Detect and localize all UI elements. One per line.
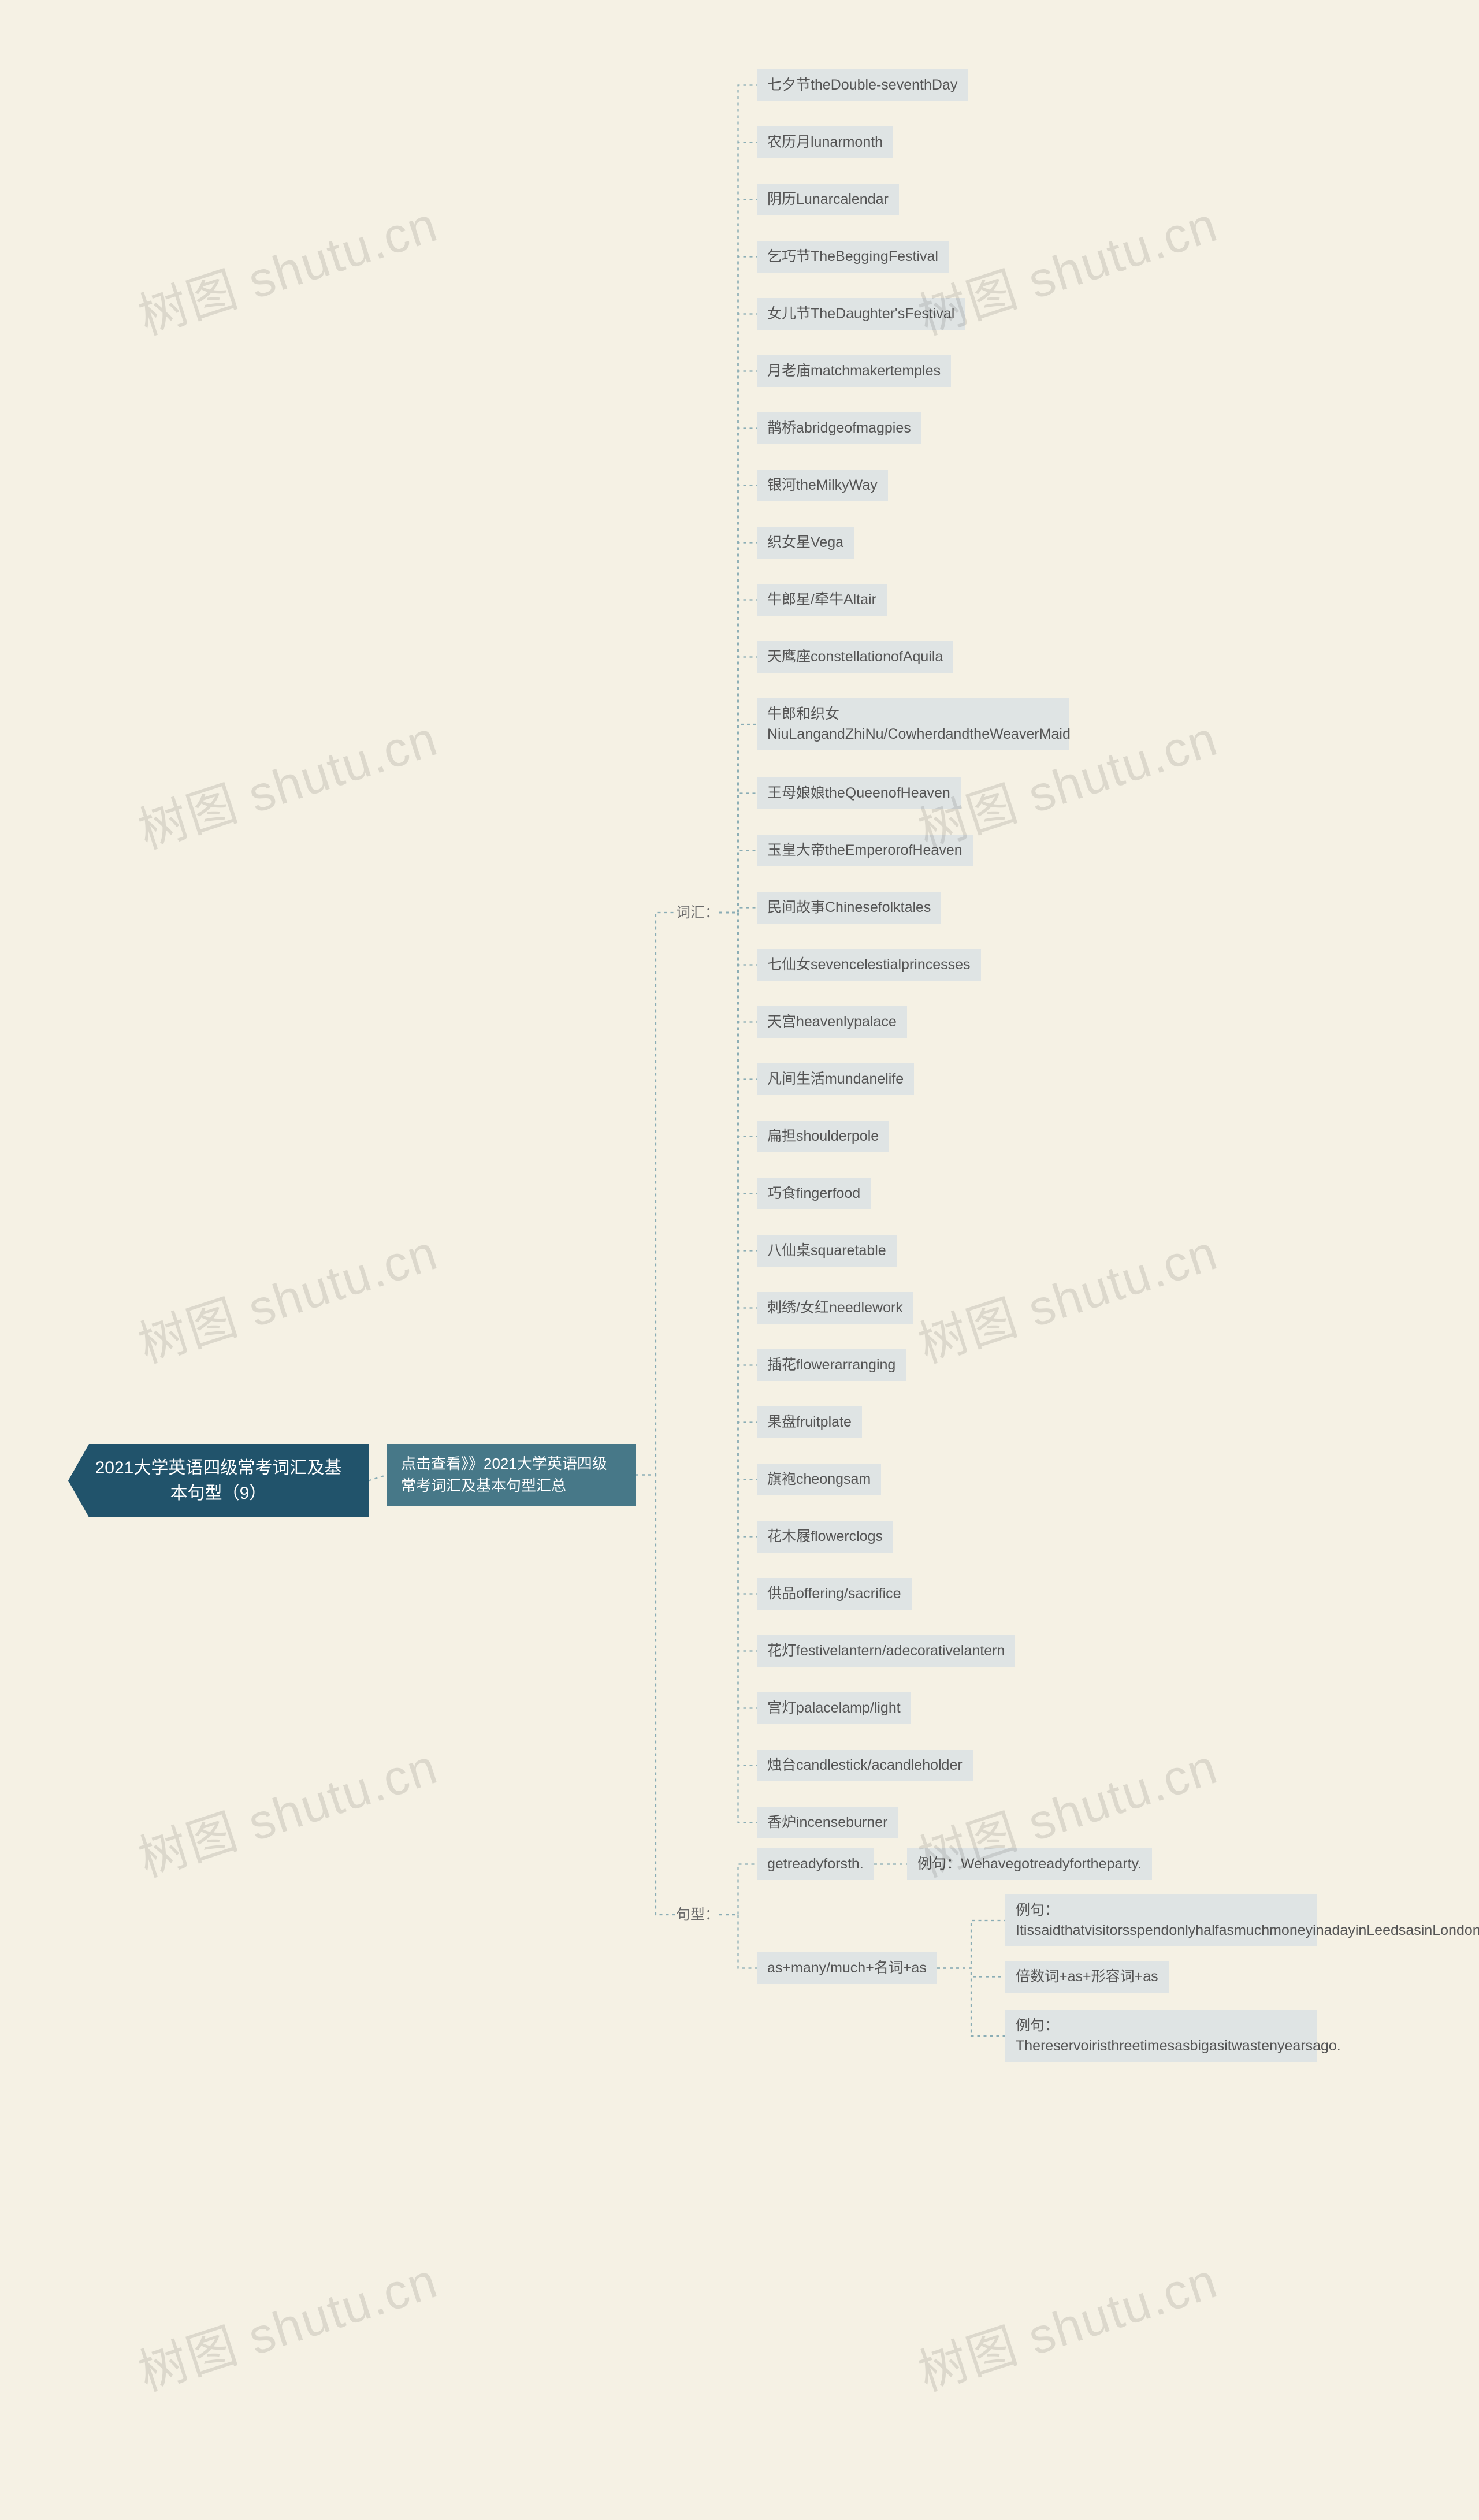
vocab-item: 香炉incenseburner [757, 1807, 898, 1838]
vocab-item: 农历月lunarmonth [757, 126, 893, 158]
watermark: 树图 shutu.cn [908, 2241, 1225, 2404]
watermark: 树图 shutu.cn [908, 1213, 1225, 1376]
watermark: 树图 shutu.cn [128, 699, 445, 862]
vocab-item: 鹊桥abridgeofmagpies [757, 412, 921, 444]
vocab-item: 巧食fingerfood [757, 1178, 871, 1209]
vocab-item: 牛郎星/牵牛Altair [757, 584, 887, 616]
root-node: 2021大学英语四级常考词汇及基本句型（9） [68, 1444, 369, 1517]
vocab-item: 天宫heavenlypalace [757, 1006, 907, 1038]
category-sentence: 句型： [676, 1906, 719, 1923]
vocab-item: 花木屐flowerclogs [757, 1521, 893, 1553]
vocab-item: 乞巧节TheBeggingFestival [757, 241, 949, 273]
connectors-layer [0, 0, 1479, 2520]
summary-label: 点击查看》》2021大学英语四级常考词汇及基本句型汇总 [401, 1455, 607, 1494]
vocab-item: 月老庙matchmakertemples [757, 355, 951, 387]
vocab-item: 宫灯palacelamp/light [757, 1692, 911, 1724]
sentence-item: getreadyforsth. [757, 1848, 874, 1880]
watermark: 树图 shutu.cn [128, 185, 445, 348]
vocab-item: 王母娘娘theQueenofHeaven [757, 777, 961, 809]
watermark: 树图 shutu.cn [128, 1213, 445, 1376]
vocab-item: 银河theMilkyWay [757, 470, 888, 501]
vocab-item: 供品offering/sacrifice [757, 1578, 912, 1610]
vocab-item: 阴历Lunarcalendar [757, 184, 899, 215]
watermark: 树图 shutu.cn [128, 2241, 445, 2404]
example-sentence: 例句：Itissaidthatvisitorsspendonlyhalfasmu… [1005, 1894, 1317, 1946]
vocab-item: 牛郎和织女NiuLangandZhiNu/CowherdandtheWeaver… [757, 698, 1069, 750]
vocab-item: 扁担shoulderpole [757, 1121, 889, 1152]
example-sentence: 倍数词+as+形容词+as [1005, 1961, 1169, 1993]
vocab-item: 织女星Vega [757, 527, 854, 559]
vocab-item: 旗袍cheongsam [757, 1464, 881, 1495]
summary-node: 点击查看》》2021大学英语四级常考词汇及基本句型汇总 [387, 1444, 636, 1506]
vocab-item: 女儿节TheDaughter'sFestival [757, 298, 965, 330]
vocab-item: 凡间生活mundanelife [757, 1063, 914, 1095]
vocab-item: 民间故事Chinesefolktales [757, 892, 941, 924]
watermark: 树图 shutu.cn [128, 1727, 445, 1890]
example-sentence: 例句：Wehavegotreadyfortheparty. [907, 1848, 1152, 1880]
example-sentence: 例句：Thereservoiristhreetimesasbigasitwast… [1005, 2010, 1317, 2062]
category-vocab: 词汇： [676, 904, 719, 921]
root-label: 2021大学英语四级常考词汇及基本句型（9） [88, 1456, 349, 1506]
vocab-item: 七仙女sevencelestialprincesses [757, 949, 981, 981]
vocab-item: 玉皇大帝theEmperorofHeaven [757, 835, 973, 866]
vocab-item: 刺绣/女红needlework [757, 1292, 913, 1324]
vocab-item: 八仙桌squaretable [757, 1235, 897, 1267]
vocab-item: 果盘fruitplate [757, 1406, 862, 1438]
vocab-item: 烛台candlestick/acandleholder [757, 1750, 973, 1781]
vocab-item: 花灯festivelantern/adecorativelantern [757, 1635, 1015, 1667]
vocab-item: 七夕节theDouble-seventhDay [757, 69, 968, 101]
sentence-item: as+many/much+名词+as [757, 1952, 937, 1984]
mindmap-canvas: 2021大学英语四级常考词汇及基本句型（9） 点击查看》》2021大学英语四级常… [0, 0, 1479, 2520]
vocab-item: 天鹰座constellationofAquila [757, 641, 953, 673]
vocab-item: 插花flowerarranging [757, 1349, 906, 1381]
